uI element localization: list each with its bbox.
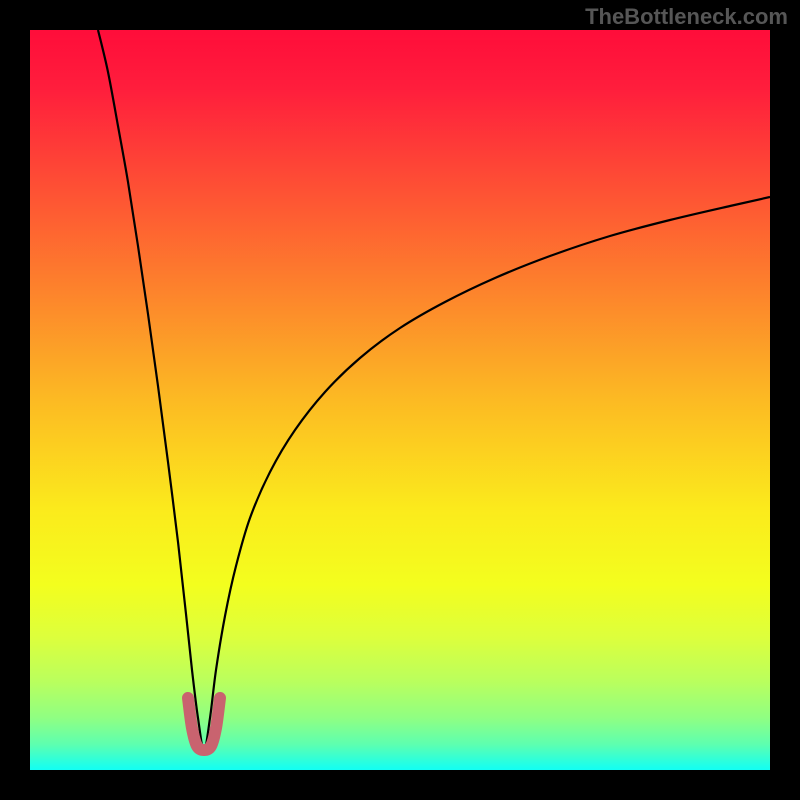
gradient-background xyxy=(30,30,770,770)
chart-container: TheBottleneck.com xyxy=(0,0,800,800)
plot-area xyxy=(30,30,770,770)
plot-svg xyxy=(30,30,770,770)
watermark-text: TheBottleneck.com xyxy=(585,4,788,30)
